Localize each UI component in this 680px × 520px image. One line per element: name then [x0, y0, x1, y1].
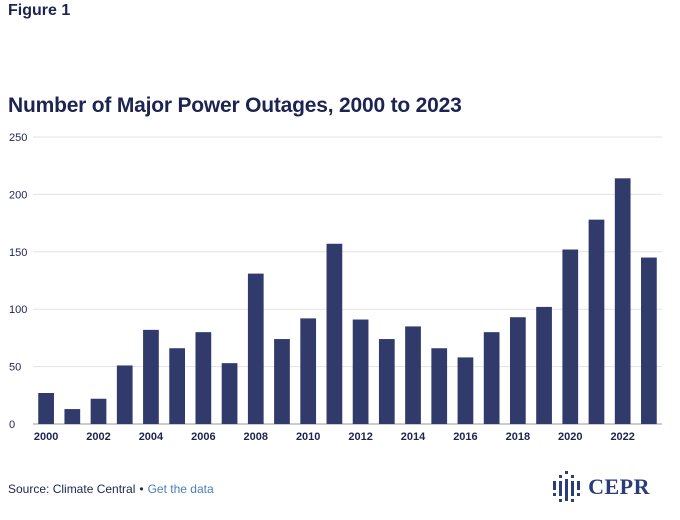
y-tick-label: 50: [9, 362, 21, 374]
x-tick-label: 2022: [610, 431, 634, 443]
footer-separator: •: [139, 482, 144, 496]
x-tick-label: 2004: [139, 431, 164, 443]
figure-label: Figure 1: [8, 2, 71, 19]
cepr-logo-icon: [553, 471, 581, 502]
bar-2007: [221, 363, 238, 424]
y-tick-label: 100: [9, 304, 27, 316]
bar-2019: [536, 306, 552, 424]
bar-2006: [195, 332, 212, 424]
bar-2022: [614, 178, 631, 424]
cepr-logo: CEPR: [550, 470, 650, 504]
bar-2015: [431, 348, 448, 424]
bar-2021: [588, 219, 605, 424]
x-tick-label: 2000: [34, 431, 58, 443]
bar-2001: [64, 409, 81, 424]
bar-2016: [457, 357, 474, 424]
y-tick-label: 200: [9, 189, 27, 201]
x-tick-label: 2018: [506, 431, 530, 443]
y-tick-label: 150: [9, 247, 27, 259]
bar-2011: [326, 243, 343, 424]
bar-2018: [509, 317, 526, 424]
bar-2010: [300, 318, 317, 424]
x-tick-label: 2008: [244, 431, 268, 443]
bar-2000: [38, 393, 54, 424]
bar-2003: [116, 365, 133, 424]
chart-title: Number of Major Power Outages, 2000 to 2…: [8, 94, 462, 117]
x-tick-label: 2014: [401, 431, 426, 443]
bar-2009: [274, 339, 290, 424]
bar-2002: [90, 398, 107, 424]
x-tick-label: 2006: [191, 431, 215, 443]
cepr-logo-text: CEPR: [588, 474, 650, 499]
bar-2023: [641, 257, 657, 424]
x-tick-label: 2002: [86, 431, 110, 443]
x-tick-label: 2012: [348, 431, 372, 443]
bar-2008: [247, 273, 264, 424]
y-tick-label: 250: [9, 132, 27, 144]
bar-2020: [562, 249, 579, 424]
x-tick-label: 2020: [558, 431, 582, 443]
footer: Source: Climate Central • Get the data: [8, 482, 214, 496]
bar-2017: [483, 332, 500, 424]
x-tick-label: 2010: [296, 431, 320, 443]
y-tick-label: 0: [9, 419, 15, 431]
get-data-link[interactable]: Get the data: [147, 482, 214, 496]
x-tick-label: 2016: [453, 431, 477, 443]
bar-2013: [378, 339, 395, 424]
source-text: Source: Climate Central: [8, 482, 136, 496]
bar-2004: [143, 329, 159, 424]
bar-2005: [169, 348, 186, 424]
bar-2012: [352, 319, 369, 424]
bar-2014: [405, 326, 421, 424]
